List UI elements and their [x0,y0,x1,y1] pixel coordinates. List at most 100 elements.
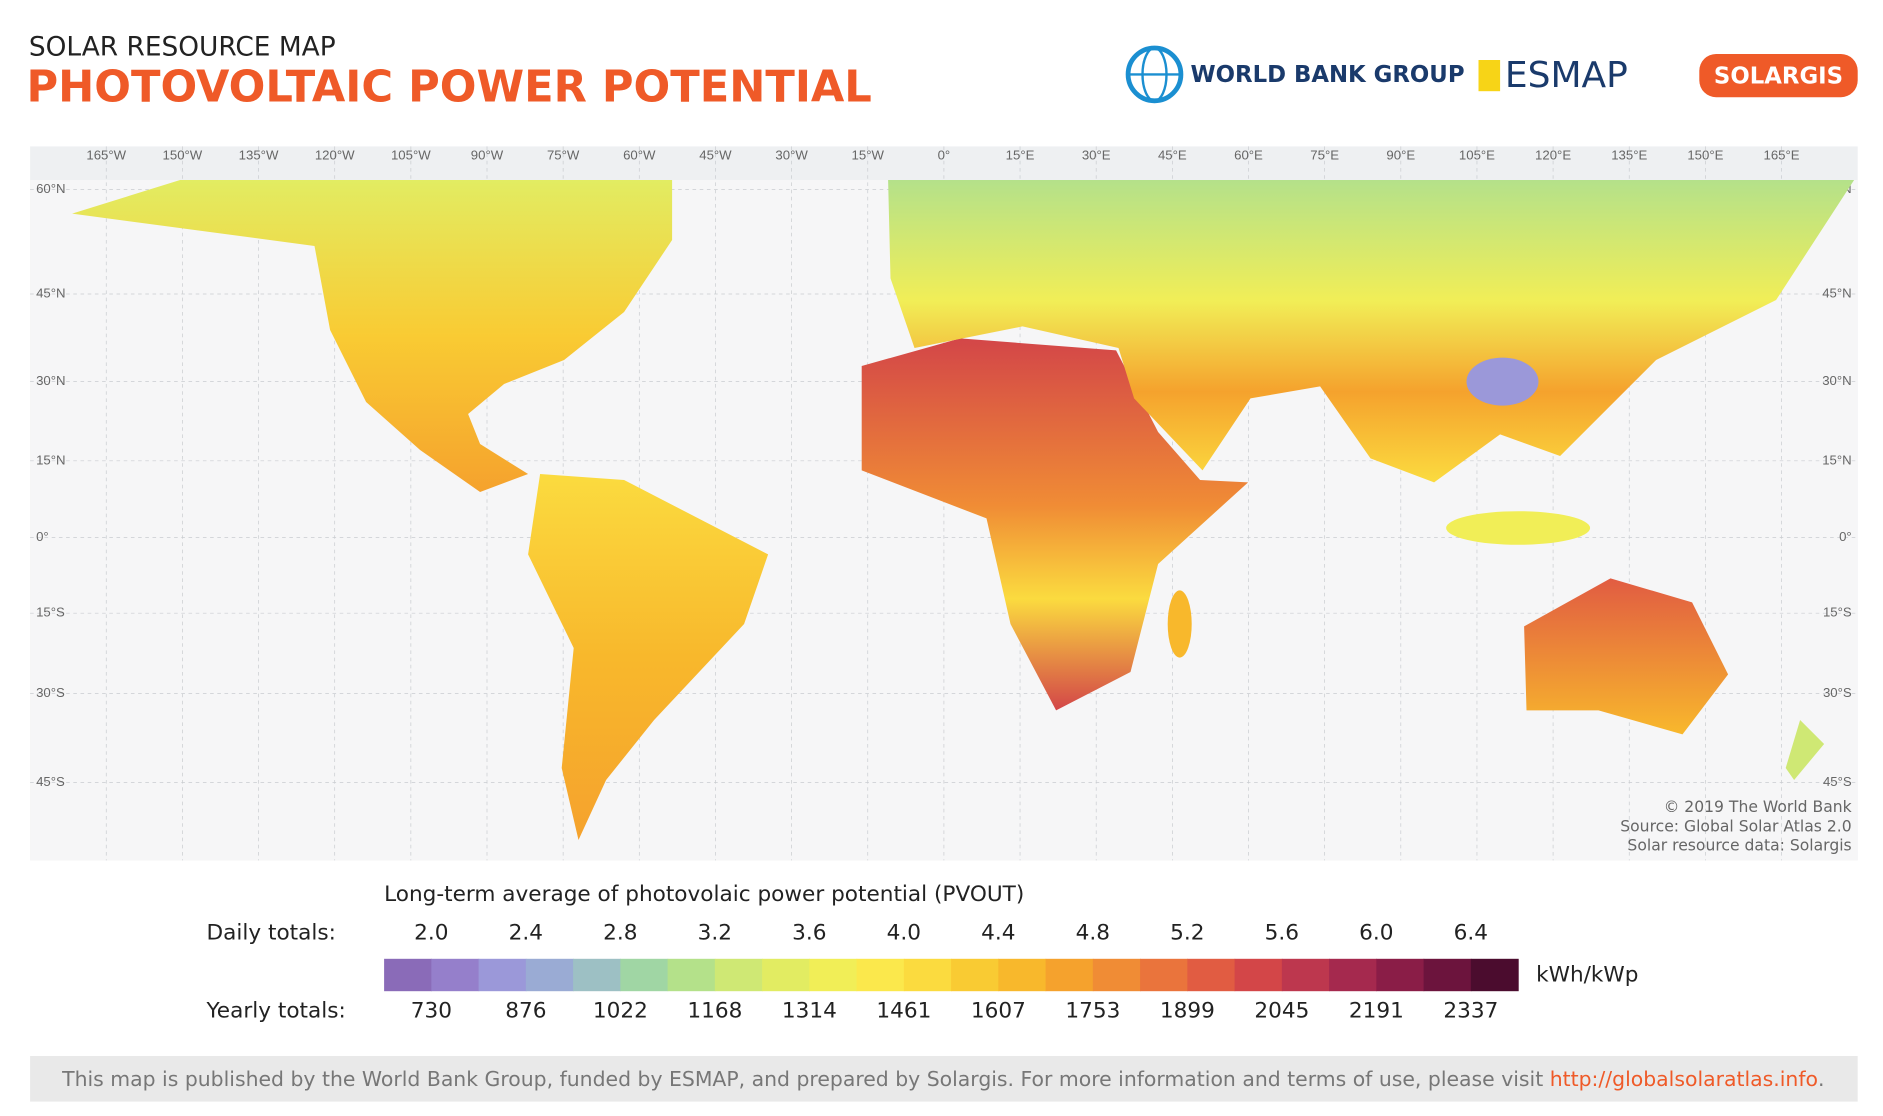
lat-label: 60°N [36,181,65,196]
footer-text: This map is published by the World Bank … [61,1067,1550,1091]
lat-label: 0° [1839,529,1852,544]
legend-unit: kWh/kWp [1536,963,1638,988]
daily-value: 2.0 [414,921,448,946]
legend-swatch [1470,958,1519,992]
yearly-value: 876 [505,999,546,1024]
lon-label: 105°W [391,147,431,162]
legend-swatch [1376,958,1425,992]
yearly-value: 2191 [1349,999,1404,1024]
credit: Solar resource data: Solargis [1627,837,1851,855]
yearly-value: 1461 [876,999,931,1024]
daily-value: 4.4 [981,921,1015,946]
lon-label: 60°E [1234,147,1263,162]
land-australia [1524,578,1729,735]
yearly-value: 2045 [1254,999,1309,1024]
lon-label: 90°E [1386,147,1415,162]
lon-label: 120°E [1535,147,1571,162]
legend-swatch [384,958,432,992]
lat-label: 30°S [36,685,65,700]
legend-swatch [1423,958,1472,992]
lon-label: 75°E [1310,147,1339,162]
lat-label: 45°N [36,285,65,300]
logo-esmap: ESMAP [1478,55,1628,96]
lat-label: 15°S [36,605,65,620]
yearly-label: Yearly totals: [206,999,346,1024]
legend-swatch [573,958,621,992]
legend-swatch [903,958,952,992]
legend-swatch [525,958,574,992]
credit: Source: Global Solar Atlas 2.0 [1620,817,1851,835]
legend-title: Long-term average of photovolaic power p… [384,882,1024,907]
map: 165°W 150°W 135°W 120°W 105°W 90°W 75°W 60°W 45°… [30,146,1858,861]
lat-label: 30°N [36,373,65,388]
yearly-value: 730 [411,999,452,1024]
daily-value: 3.2 [698,921,732,946]
lat-label: 0° [36,529,49,544]
daily-value: 3.6 [792,921,826,946]
lon-label: 135°E [1611,147,1647,162]
lat-label: 30°S [1823,685,1852,700]
lat-label: 15°N [36,452,65,467]
legend-swatch [809,958,858,992]
lon-label: 60°W [623,147,656,162]
yearly-value: 1899 [1160,999,1215,1024]
legend-swatch [1234,958,1283,992]
land-indonesia [1446,511,1591,545]
lon-label: 75°W [547,147,580,162]
subtitle: SOLAR RESOURCE MAP [29,32,336,63]
footer-link[interactable]: http://globalsolaratlas.info [1550,1067,1818,1091]
lat-label: 30°N [1822,373,1851,388]
legend-swatch [1329,958,1377,992]
legend-swatch [1045,958,1094,992]
legend-swatch [714,958,763,992]
logo-text: ESMAP [1505,55,1628,96]
land-north-america [72,180,673,492]
legend-swatch [1140,958,1188,992]
land-africa [861,338,1249,711]
lat-label: 45°S [1823,774,1852,789]
lat-label: 15°S [1823,605,1852,620]
legend-swatch [1092,958,1141,992]
lon-label: 165°E [1764,147,1800,162]
lon-label: 120°W [315,147,355,162]
yearly-value: 1314 [782,999,837,1024]
lon-label: 0° [938,147,951,162]
lon-label: 90°W [471,147,504,162]
footer: This map is published by the World Bank … [61,1067,1824,1091]
yearly-value: 2337 [1443,999,1498,1024]
lon-label: 150°W [163,147,203,162]
lon-label: 45°W [699,147,732,162]
title: PHOTOVOLTAIC POWER POTENTIAL [27,63,872,113]
daily-value: 2.4 [509,921,543,946]
lon-label: 15°E [1006,147,1035,162]
lon-label: 150°E [1687,147,1723,162]
lon-label: 165°W [86,147,126,162]
yearly-value: 1168 [687,999,742,1024]
logo-solargis: SOLARGIS [1699,54,1858,98]
land-eurasia [888,180,1855,483]
legend-swatch [856,958,905,992]
daily-value: 5.2 [1170,921,1204,946]
lon-label: 135°W [239,147,279,162]
legend-swatch [762,958,810,992]
daily-value: 2.8 [603,921,637,946]
lon-label: 30°W [775,147,808,162]
lat-label: 45°N [1822,285,1851,300]
footer-bar [30,1056,1858,1102]
footer-end: . [1818,1067,1824,1091]
yearly-value: 1607 [971,999,1026,1024]
daily-value: 6.4 [1454,921,1488,946]
lon-label: 45°E [1158,147,1187,162]
logo-text: WORLD BANK GROUP [1191,62,1465,88]
lat-label: 15°N [1822,452,1851,467]
legend-swatch [478,958,527,992]
credit: © 2019 The World Bank [1664,798,1852,816]
legend-swatch [998,958,1047,992]
logo-world-bank: WORLD BANK GROUP [1125,45,1465,104]
yearly-value: 1022 [593,999,648,1024]
legend-swatch [1187,958,1236,992]
daily-value: 5.6 [1265,921,1299,946]
lon-label: 105°E [1459,147,1495,162]
legend-swatch [620,958,669,992]
